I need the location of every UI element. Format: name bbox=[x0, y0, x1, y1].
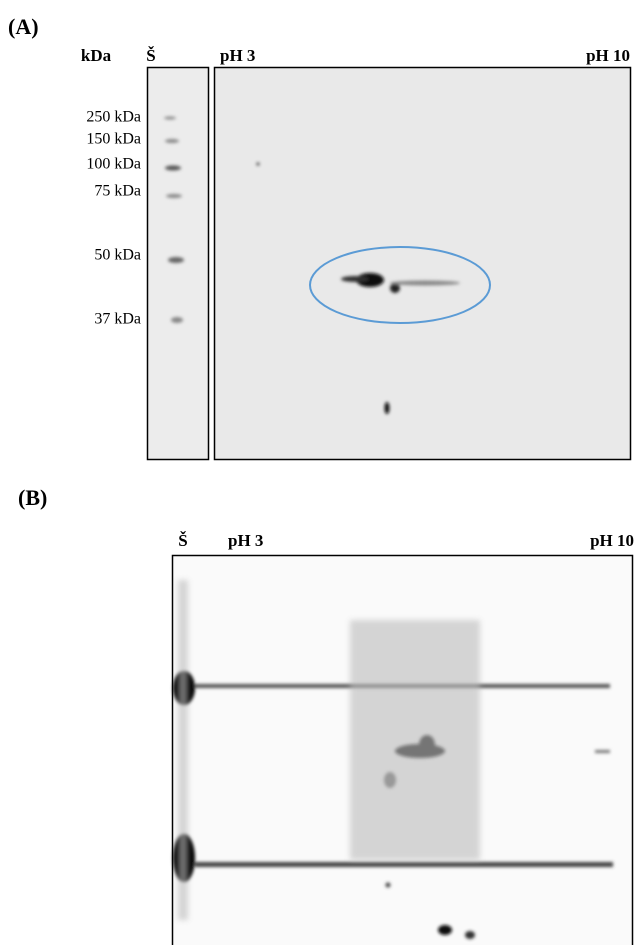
panel-label: (B) bbox=[18, 485, 47, 510]
ladder-label: Š bbox=[146, 46, 155, 65]
marker-label: 150 kDa bbox=[86, 131, 141, 148]
ladder-label: Š bbox=[178, 531, 187, 550]
ladder-lane bbox=[146, 66, 210, 461]
ph-end: pH 10 bbox=[590, 531, 634, 550]
panel-label: (A) bbox=[8, 14, 39, 39]
marker-label: 50 kDa bbox=[94, 247, 141, 264]
axis-label: kDa bbox=[81, 46, 112, 65]
gel-a bbox=[213, 66, 632, 461]
gel-b bbox=[171, 554, 634, 950]
marker-label: 250 kDa bbox=[86, 109, 141, 126]
marker-label: 100 kDa bbox=[86, 156, 141, 173]
ph-start: pH 3 bbox=[228, 531, 263, 550]
ph-end: pH 10 bbox=[586, 46, 630, 65]
ph-start: pH 3 bbox=[220, 46, 255, 65]
marker-label: 75 kDa bbox=[94, 183, 141, 200]
marker-label: 37 kDa bbox=[94, 311, 141, 328]
